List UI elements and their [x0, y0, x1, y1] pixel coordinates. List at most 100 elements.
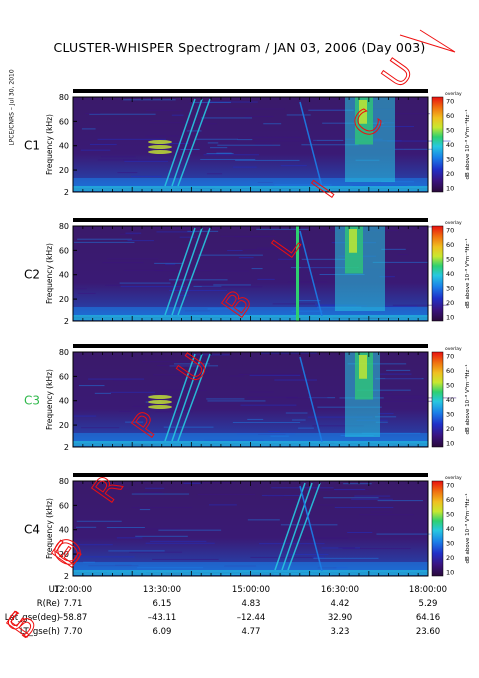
y-tick-label: 60 [59, 501, 69, 510]
data-coverage-bar [73, 218, 428, 222]
noise-streak [342, 548, 411, 550]
noise-streak [206, 173, 223, 175]
noise-streak [129, 551, 183, 553]
noise-streak [351, 498, 393, 500]
noise-streak [186, 373, 209, 375]
noise-streak [76, 526, 97, 528]
noise-streak [119, 233, 139, 235]
noise-streak [108, 488, 130, 490]
ephemeris-value: 12:00:00 [54, 585, 92, 595]
noise-streak [359, 514, 414, 516]
colorbar-tick-label: 10 [446, 569, 454, 577]
noise-streak [206, 398, 245, 400]
panel-label: C3 [24, 394, 40, 408]
watermark-letter: U [375, 52, 422, 95]
noise-streak [145, 487, 165, 489]
emission-sweep [164, 227, 196, 316]
emission-patch [148, 400, 172, 404]
noise-streak [163, 147, 195, 149]
emission-sweep [299, 230, 323, 317]
noise-streak [210, 147, 228, 149]
ephemeris-value: 64.16 [416, 613, 440, 623]
y-tick-label: 80 [59, 222, 69, 231]
noise-streak [251, 136, 303, 138]
noise-streak [323, 497, 379, 499]
emission-sweep [274, 482, 306, 571]
ephemeris-value: 16:30:00 [321, 585, 359, 595]
noise-streak [154, 260, 180, 262]
y-tick-label: 40 [59, 397, 69, 406]
y-tick-label: 60 [59, 117, 69, 126]
y-axis-label: Frequency (kHz) [45, 243, 54, 304]
noise-streak [110, 391, 156, 393]
noise-streak [195, 138, 238, 140]
ephemeris-value: 4.83 [242, 599, 261, 609]
colorbar-tick-label: 40 [446, 141, 454, 149]
y-tick-label: 2 [64, 317, 69, 326]
noise-streak [135, 535, 188, 537]
ephemeris-row-label: Lat_gse(deg) [5, 613, 60, 623]
noise-streak [156, 365, 209, 367]
noise-streak [120, 286, 186, 288]
colorbar [431, 96, 444, 193]
noise-streak [108, 550, 165, 552]
colorbar-tick-label: 40 [446, 525, 454, 533]
noise-streak [161, 389, 207, 391]
colorbar-tick-label: 30 [446, 156, 454, 164]
panel-label: C4 [24, 523, 40, 537]
noise-streak [154, 262, 183, 264]
activity-region [359, 100, 367, 124]
noise-streak [263, 123, 282, 125]
noise-streak [152, 558, 219, 560]
ephemeris-value: 23.60 [416, 627, 440, 637]
noise-streak [213, 284, 251, 286]
emission-patch [148, 140, 172, 144]
noise-streak [284, 574, 332, 576]
colorbar-header: overlay [445, 220, 462, 226]
noise-streak [375, 421, 388, 423]
noise-streak [149, 122, 205, 124]
colorbar-tick-label: 30 [446, 540, 454, 548]
y-tick-label: 60 [59, 372, 69, 381]
colorbar-label: dB above 10⁻⁸ V²m⁻²Hz⁻¹ [464, 364, 471, 434]
noise-streak [238, 257, 254, 259]
noise-streak [171, 114, 184, 116]
emission-sweep [164, 98, 196, 187]
noise-streak [370, 511, 393, 513]
colorbar-header: overlay [445, 91, 462, 97]
noise-streak [94, 392, 111, 394]
noise-streak [300, 266, 357, 268]
noise-streak [271, 487, 334, 489]
noise-streak [105, 284, 121, 286]
emission-patch [148, 405, 172, 409]
y-tick-label: 20 [59, 550, 69, 559]
colorbar-tick-label: 50 [446, 511, 454, 519]
y-tick-label: 40 [59, 142, 69, 151]
noise-streak [267, 495, 284, 497]
colorbar [431, 351, 444, 448]
noise-streak [372, 261, 429, 263]
ephemeris-value: 6.15 [153, 599, 172, 609]
ephemeris-value: 32.90 [328, 613, 352, 623]
emission-sweep [299, 356, 323, 443]
noise-streak [73, 241, 135, 243]
ephemeris-value: 6.09 [153, 627, 172, 637]
noise-streak [385, 377, 422, 379]
ephemeris-value: –12.44 [237, 613, 266, 623]
noise-streak [247, 418, 264, 420]
noise-streak [387, 140, 451, 142]
noise-streak [217, 144, 281, 146]
noise-streak [102, 262, 144, 264]
colorbar-tick-label: 20 [446, 299, 454, 307]
noise-streak [76, 520, 122, 522]
noise-streak [313, 139, 344, 141]
noise-streak [116, 537, 143, 539]
noise-streak [207, 142, 219, 144]
noise-streak [165, 263, 176, 265]
noise-streak [393, 113, 431, 115]
colorbar-tick-label: 70 [446, 482, 454, 490]
noise-streak [235, 159, 300, 161]
noise-streak [307, 416, 373, 418]
noise-streak [101, 156, 136, 158]
